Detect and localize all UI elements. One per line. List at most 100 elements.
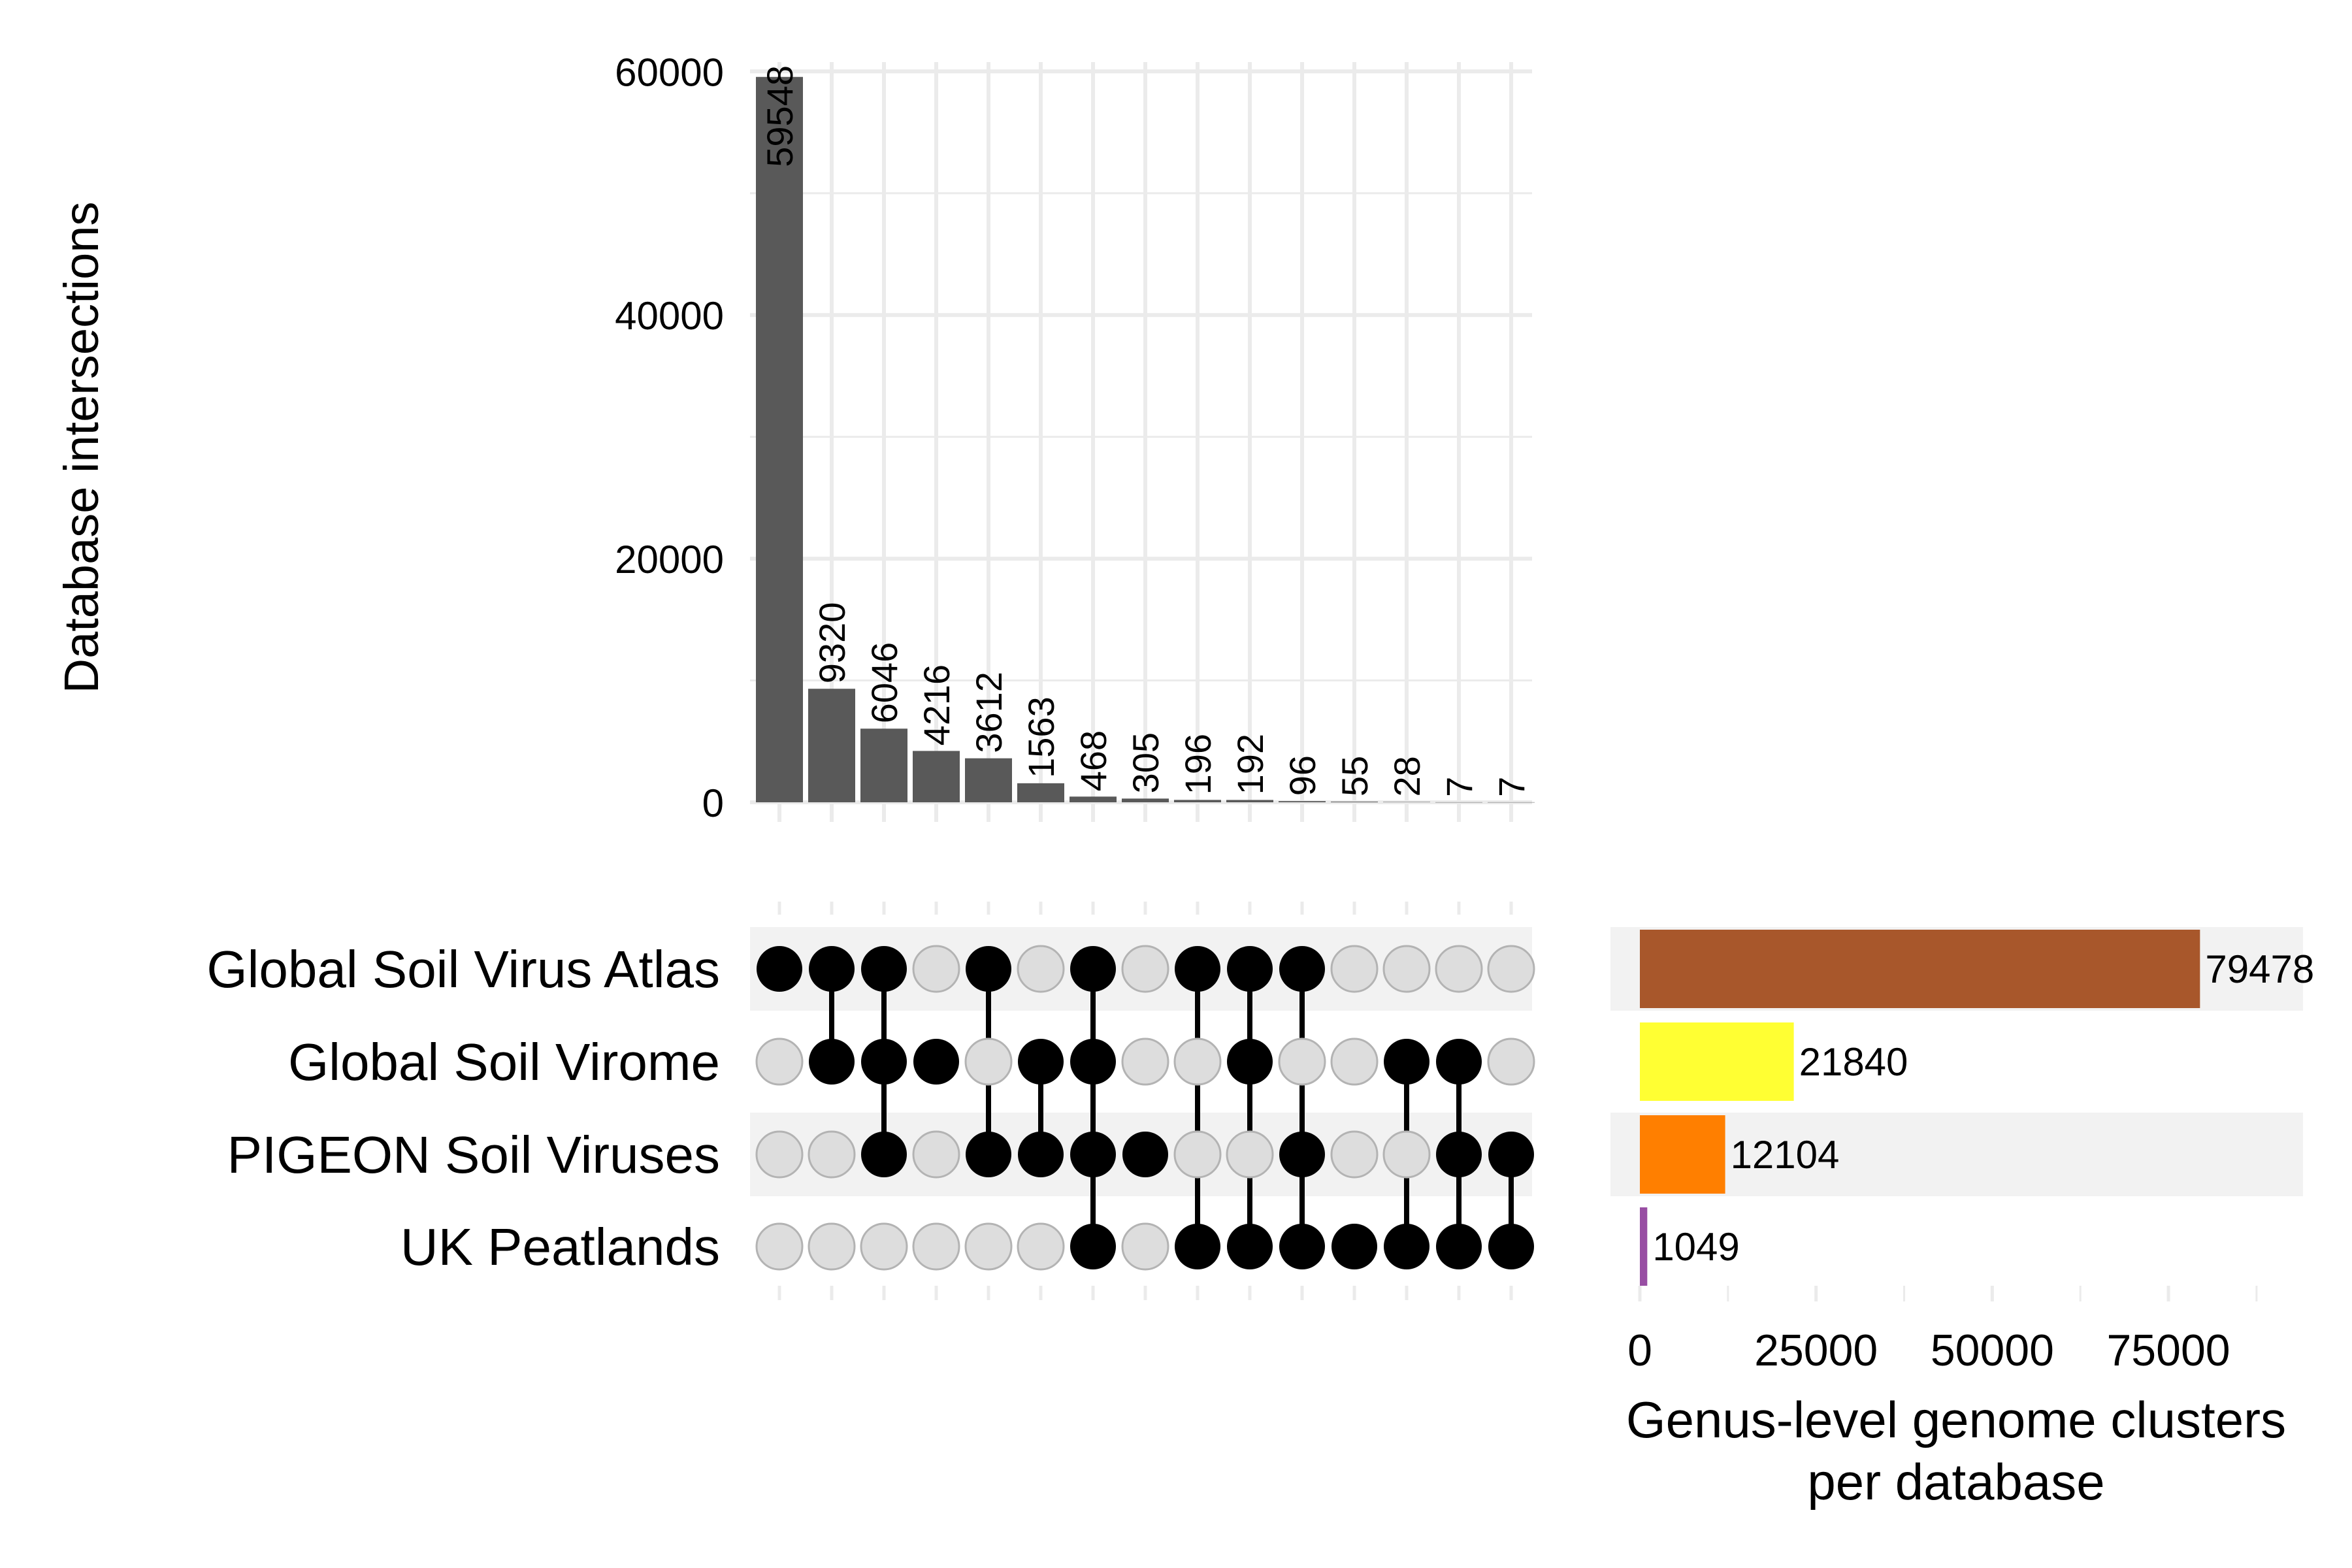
intersection-dot-inactive xyxy=(1121,1222,1169,1271)
intersection-bar xyxy=(1070,796,1117,802)
intersection-dot-inactive xyxy=(808,1222,856,1271)
set-name-label: UK Peatlands xyxy=(400,1218,720,1276)
intersection-bars xyxy=(756,76,1535,803)
intersection-dot-inactive xyxy=(1330,1130,1379,1179)
intersection-bar xyxy=(1435,802,1482,803)
intersection-bar-label: 28 xyxy=(1386,756,1428,796)
intersection-bar-label: 96 xyxy=(1282,755,1323,796)
intersection-dot-active xyxy=(1018,1132,1064,1177)
intersection-bar xyxy=(1174,800,1221,802)
intersection-y-tick-labels: 0 20000 40000 60000 xyxy=(615,50,724,825)
intersection-dot-inactive xyxy=(964,1037,1013,1086)
intersection-dot-inactive xyxy=(755,1037,804,1086)
intersection-dot-inactive xyxy=(912,1130,960,1179)
intersection-dot-inactive xyxy=(1487,1037,1535,1086)
set-size-bar-labels: 79478 21840 12104 1049 xyxy=(1652,947,2314,1269)
intersection-dot-active xyxy=(913,1039,959,1085)
intersection-dot-inactive xyxy=(964,1222,1013,1271)
set-size-x-axis-title-line2: per database xyxy=(1807,1453,2104,1511)
intersection-dot-active xyxy=(809,1039,855,1085)
intersection-dot-inactive xyxy=(1278,1037,1326,1086)
matrix-gridlines xyxy=(777,902,1513,1300)
intersection-dot-active xyxy=(1175,1224,1220,1269)
set-size-x-tick-labels: 0 25000 50000 75000 xyxy=(1627,1326,2230,1375)
intersection-dot-active xyxy=(1070,946,1116,992)
intersection-dot-active xyxy=(1070,1224,1116,1269)
intersection-y-axis-title: Database intersections xyxy=(54,202,108,694)
intersection-bar-label: 1563 xyxy=(1021,696,1062,778)
set-size-bar xyxy=(1640,1207,1648,1286)
set-size-bar xyxy=(1640,930,2200,1008)
intersection-dot-active xyxy=(1436,1132,1482,1177)
intersection-bar-label: 7 xyxy=(1439,777,1480,797)
intersection-dot-active xyxy=(809,946,855,992)
intersection-bar xyxy=(1279,801,1326,802)
intersection-bar-label: 192 xyxy=(1230,734,1271,794)
set-size-x-tick-label: 0 xyxy=(1627,1326,1652,1375)
intersection-dot-active xyxy=(1122,1132,1168,1177)
intersection-bar-label: 196 xyxy=(1177,734,1218,794)
set-size-bar xyxy=(1640,1115,1725,1194)
intersection-dot-active xyxy=(966,946,1011,992)
y-tick-label: 40000 xyxy=(615,294,724,338)
set-size-bar-label: 12104 xyxy=(1731,1133,1840,1177)
intersection-dot-inactive xyxy=(912,945,960,993)
intersection-dot-inactive xyxy=(1121,1037,1169,1086)
set-size-bar-label: 1049 xyxy=(1652,1225,1739,1269)
set-size-x-axis-title-line1: Genus-level genome clusters xyxy=(1626,1391,2286,1448)
intersection-bar xyxy=(1488,802,1535,803)
set-size-row-band xyxy=(1610,1113,2303,1196)
intersection-dot-inactive xyxy=(808,1130,856,1179)
intersection-gridlines xyxy=(750,62,1532,822)
intersection-dot-active xyxy=(861,1039,907,1085)
set-size-bar-label: 21840 xyxy=(1799,1040,1908,1084)
intersection-bar xyxy=(1226,800,1273,802)
intersection-bar-label: 4216 xyxy=(916,664,957,746)
set-size-gridlines xyxy=(1638,1286,2258,1301)
intersection-bar-label: 3612 xyxy=(968,672,1009,753)
intersection-dot-active xyxy=(1384,1039,1429,1085)
intersection-dot-active xyxy=(757,946,802,992)
intersection-dot-active xyxy=(861,1132,907,1177)
set-name-label: PIGEON Soil Viruses xyxy=(227,1126,720,1184)
intersection-dot-active xyxy=(1227,946,1273,992)
intersection-dot-active xyxy=(1279,946,1325,992)
set-name-label: Global Soil Virome xyxy=(288,1033,720,1091)
intersection-dot-inactive xyxy=(1382,1130,1431,1179)
intersection-dot-active xyxy=(1279,1224,1325,1269)
set-size-x-tick-label: 75000 xyxy=(2106,1326,2230,1375)
intersection-dot-active xyxy=(1331,1224,1377,1269)
intersection-dot-inactive xyxy=(755,1130,804,1179)
intersection-bar-labels: 59548 9320 6046 4216 3612 1563 468 305 196 192 96 5… xyxy=(759,65,1532,797)
set-size-bar-label: 79478 xyxy=(2205,947,2314,991)
intersection-bar xyxy=(913,751,960,802)
intersection-bar xyxy=(860,728,907,802)
intersection-dot-inactive xyxy=(912,1222,960,1271)
intersection-dot-inactive xyxy=(1121,945,1169,993)
set-name-labels: Global Soil Virus Atlas Global Soil Virom… xyxy=(206,940,720,1276)
set-size-bars xyxy=(1640,930,2200,1286)
intersection-bar xyxy=(756,76,803,803)
intersection-dot-inactive xyxy=(1382,945,1431,993)
intersection-bar xyxy=(1122,798,1169,802)
intersection-dot-active xyxy=(1070,1132,1116,1177)
intersection-dot-inactive xyxy=(1487,945,1535,993)
intersection-dot-inactive xyxy=(1017,945,1065,993)
intersection-bar xyxy=(808,689,855,802)
intersection-dot-active xyxy=(1227,1039,1273,1085)
intersection-dot-inactive xyxy=(1330,945,1379,993)
intersection-dot-active xyxy=(1436,1224,1482,1269)
intersection-dot-active xyxy=(1488,1132,1534,1177)
intersection-dot-active xyxy=(1279,1132,1325,1177)
intersection-bar xyxy=(1017,783,1064,802)
intersection-bar-label: 468 xyxy=(1073,730,1114,791)
intersection-dot-active xyxy=(1175,946,1220,992)
intersection-bar-label: 55 xyxy=(1334,756,1375,796)
intersection-dot-active xyxy=(1070,1039,1116,1085)
intersection-bar-label: 305 xyxy=(1125,732,1166,793)
intersection-bar-label: 7 xyxy=(1491,777,1532,797)
intersection-dot-inactive xyxy=(1226,1130,1274,1179)
intersection-dot-active xyxy=(1488,1224,1534,1269)
set-size-bar xyxy=(1640,1022,1794,1101)
